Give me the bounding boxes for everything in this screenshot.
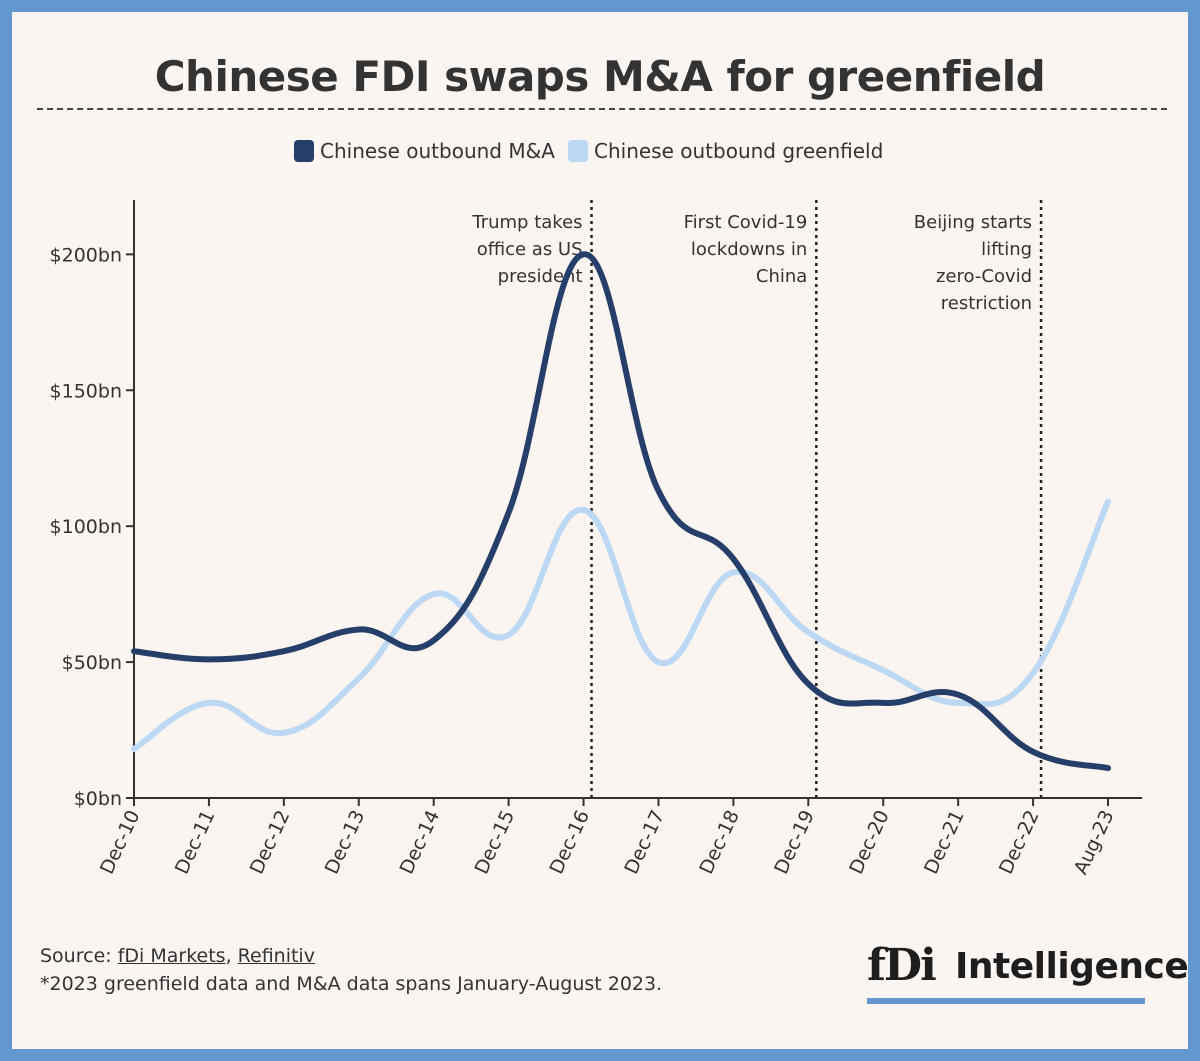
- x-tick-label: Dec-20: [845, 807, 894, 878]
- x-tick-label: Dec-12: [246, 807, 295, 878]
- event-annotation-text: China: [756, 266, 807, 287]
- y-tick-label: $200bn: [50, 244, 122, 266]
- logo-wordmark: Intelligence: [955, 946, 1189, 987]
- event-annotation-text: First Covid-19: [684, 212, 808, 233]
- source-link-refinitiv[interactable]: Refinitiv: [237, 945, 315, 967]
- y-tick-label: $0bn: [74, 788, 122, 810]
- y-tick-label: $100bn: [50, 516, 122, 538]
- logo-underline: [867, 998, 1145, 1004]
- event-annotation-text: lockdowns in: [691, 239, 807, 260]
- legend-label-greenfield: Chinese outbound greenfield: [594, 139, 883, 163]
- fdi-intelligence-logo: fDi Intelligence: [867, 940, 1189, 1004]
- x-tick-label: Dec-14: [396, 807, 445, 878]
- series-lines: [131, 251, 1111, 772]
- line-chart: Chinese outbound M&A Chinese outbound gre…: [50, 139, 1142, 878]
- series-line-ma: [131, 251, 1111, 772]
- series-line-greenfield: [131, 498, 1111, 753]
- event-annotation-text: Beijing starts: [914, 212, 1032, 233]
- source-separator: ,: [225, 945, 238, 967]
- event-annotation-text: restriction: [941, 293, 1032, 314]
- annotations: Trump takes office as US president First Co…: [471, 200, 1043, 798]
- x-tick-label: Dec-17: [620, 807, 669, 878]
- source-prefix: Source:: [40, 945, 118, 967]
- x-tick-label: Dec-21: [920, 807, 969, 878]
- source-link-fdi-markets[interactable]: fDi Markets: [117, 945, 226, 967]
- x-tick-label: Dec-22: [995, 807, 1044, 878]
- x-tick-label: Dec-18: [695, 807, 744, 878]
- x-tick-label: Dec-11: [171, 807, 220, 878]
- legend-label-ma: Chinese outbound M&A: [320, 139, 555, 163]
- legend-swatch-greenfield: [568, 140, 588, 162]
- source-note: Source: fDi Markets, Refinitiv *2023 gre…: [40, 942, 662, 998]
- event-annotation-text: zero-Covid: [936, 266, 1032, 287]
- chart-frame: Chinese FDI swaps M&A for greenfield Chi…: [12, 12, 1189, 1049]
- y-tick-label: $150bn: [50, 380, 122, 402]
- footnote: *2023 greenfield data and M&A data spans…: [40, 973, 663, 995]
- x-tick-label: Dec-19: [770, 807, 819, 878]
- x-tick-label: Dec-15: [471, 807, 520, 878]
- event-annotation-text: Trump takes: [471, 212, 582, 233]
- x-tick-label: Dec-13: [321, 807, 370, 878]
- event-annotation-text: office as US: [477, 239, 583, 260]
- legend-swatch-ma: [294, 140, 314, 162]
- x-tick-label: Dec-10: [96, 807, 145, 878]
- event-annotation-text: president: [498, 266, 583, 287]
- x-tick-label: Aug-23: [1070, 807, 1119, 878]
- chart-title: Chinese FDI swaps M&A for greenfield: [154, 52, 1046, 101]
- legend: Chinese outbound M&A Chinese outbound gre…: [294, 139, 883, 163]
- event-annotation-text: lifting: [981, 239, 1032, 260]
- x-tick-label: Dec-16: [545, 807, 594, 878]
- y-tick-label: $50bn: [62, 652, 122, 674]
- title-divider: [37, 108, 1167, 110]
- logo-mark: fDi: [867, 940, 937, 991]
